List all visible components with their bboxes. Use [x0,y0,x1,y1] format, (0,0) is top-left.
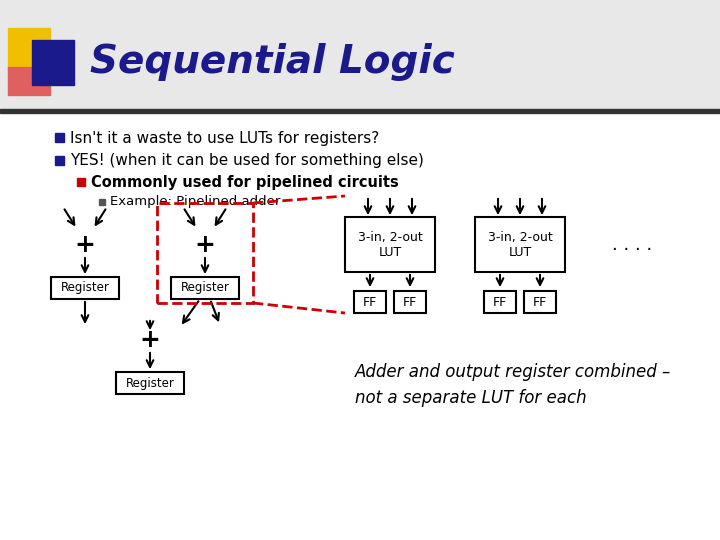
Text: Sequential Logic: Sequential Logic [90,43,455,81]
Text: Register: Register [60,281,109,294]
Bar [345,217,435,272]
Bar [171,277,239,299]
Bar [77,178,85,186]
Bar [32,40,74,85]
Text: Adder and output register combined –
not a separate LUT for each: Adder and output register combined – not… [355,363,671,407]
Bar [0,0,720,110]
Text: 3-in, 2-out
LUT: 3-in, 2-out LUT [487,231,552,259]
Bar [475,217,565,272]
Bar [354,291,386,313]
Text: FF: FF [363,295,377,308]
Text: +: + [194,233,215,257]
Text: +: + [75,233,96,257]
Text: +: + [140,328,161,352]
Text: FF: FF [533,295,547,308]
Bar [99,199,105,205]
Bar [394,291,426,313]
Text: . . . .: . . . . [612,236,652,254]
Bar [8,28,50,70]
Bar [524,291,556,313]
Bar [484,291,516,313]
Bar [55,133,64,142]
Bar [0,109,720,113]
Text: Commonly used for pipelined circuits: Commonly used for pipelined circuits [91,174,399,190]
Text: 3-in, 2-out
LUT: 3-in, 2-out LUT [358,231,423,259]
Bar [8,67,50,95]
Bar [116,372,184,394]
Text: FF: FF [403,295,417,308]
Text: YES! (when it can be used for something else): YES! (when it can be used for something … [70,153,424,168]
Text: Isn't it a waste to use LUTs for registers?: Isn't it a waste to use LUTs for registe… [70,131,379,145]
Bar [51,277,119,299]
Text: Example: Pipelined adder: Example: Pipelined adder [110,195,280,208]
Text: Register: Register [181,281,230,294]
Text: Register: Register [125,376,174,389]
Bar [157,203,253,303]
Text: FF: FF [493,295,507,308]
Bar [55,156,64,165]
